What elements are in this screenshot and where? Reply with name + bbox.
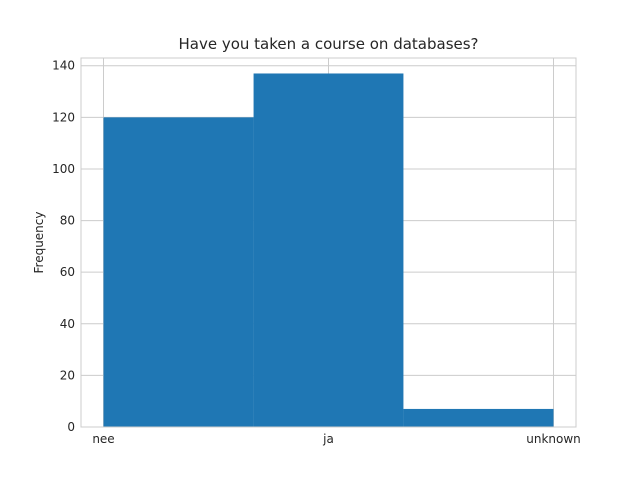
chart-title: Have you taken a course on databases? (178, 35, 478, 53)
histogram-bar (403, 408, 554, 427)
y-tick-label: 120 (52, 110, 75, 124)
x-tick-label: ja (322, 432, 334, 446)
y-tick-label: 40 (60, 317, 75, 331)
histogram-bar (253, 73, 404, 428)
y-tick-label: 0 (67, 420, 75, 434)
y-tick-label: 100 (52, 162, 75, 176)
y-tick-label: 140 (52, 59, 75, 73)
y-tick-label: 60 (60, 265, 75, 279)
histogram-bar (103, 117, 254, 428)
x-tick-label: nee (92, 432, 114, 446)
x-axis-ticks: nee ja unknown (92, 432, 580, 446)
histogram-bars (103, 73, 554, 428)
plot-frame (80, 57, 577, 428)
y-axis-ticks: 0 20 40 60 80 100 120 140 (52, 59, 75, 434)
x-tick-label: unknown (526, 432, 581, 446)
y-tick-label: 20 (60, 368, 75, 382)
y-tick-label: 80 (60, 214, 75, 228)
y-axis-label: Frequency (32, 212, 46, 274)
